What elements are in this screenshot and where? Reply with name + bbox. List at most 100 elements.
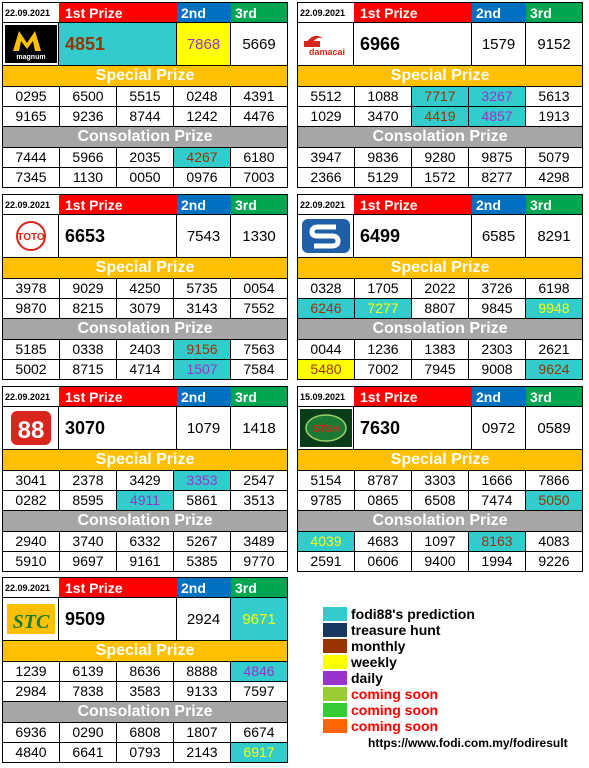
operator-logo: STC [3,598,59,640]
stc-logo: STC [6,604,55,634]
consolation-prize-row: 3947 9836 9280 9875 5079 [298,147,582,167]
special-prize-number: 1242 [174,107,231,126]
consolation-prize-number: 9770 [243,553,275,569]
second-prize-label: 2nd [177,195,231,214]
consolation-prize-number: 7584 [243,361,275,377]
special-prize-number: 0054 [243,280,275,296]
consolation-prize-number: 1236 [355,340,412,359]
consolation-prize-number: 9875 [469,148,526,167]
special-prize-number: 8888 [174,662,231,681]
draw-date: 22.09.2021 [3,578,59,597]
special-prize-number: 7474 [469,491,526,510]
special-prize-number: 3267 [469,87,526,106]
first-prize-label: 1st Prize [59,578,177,597]
consolation-prize-number: 6808 [117,723,174,742]
special-prize-number: 3303 [412,471,469,490]
consolation-prize-number: 6674 [243,724,275,740]
consolation-prize-row: 4840 6641 0793 2143 6917 [3,742,287,762]
special-prize-number: 0248 [174,87,231,106]
consolation-prize-number: 2621 [538,341,570,357]
consolation-prize-band: Consolation Prize [298,318,582,339]
legend-swatch [323,655,347,669]
special-prize-number: 9165 [3,107,60,126]
consolation-prize-number: 5267 [174,532,231,551]
special-prize-number: 2022 [412,279,469,298]
special-prize-number: 3353 [174,471,231,490]
consolation-prize-band: Consolation Prize [3,701,287,722]
special-prize-number: 8595 [60,491,117,510]
top-prizes-row: 88 3070 1079 1418 [3,406,287,449]
consolation-prize-number: 9161 [117,552,174,571]
consolation-prize-number: 0050 [117,168,174,187]
special-prize-number: 0295 [3,87,60,106]
consolation-prize-band: Consolation Prize [3,318,287,339]
legend-item: coming soon [323,686,475,702]
toto-logo: TOTO [15,221,46,251]
top-prizes-row: magnum 4851 7868 5669 [3,22,287,65]
consolation-prize-number: 3489 [243,533,275,549]
consolation-prize-number: 6936 [3,723,60,742]
special-prize-number: 6246 [298,299,355,318]
consolation-prize-row: 2591 0606 9400 1994 9226 [298,551,582,571]
special-prize-row: 5512 1088 7717 3267 5613 [298,86,582,106]
svg-text:88: 88 [17,417,44,444]
consolation-prize-number: 4683 [355,532,412,551]
special-prize-number: 1029 [298,107,355,126]
consolation-prize-number: 0793 [117,743,174,762]
special-prize-number: 6198 [538,280,570,296]
special-prize-number: 1913 [538,108,570,124]
consolation-prize-number: 1130 [60,168,117,187]
consolation-prize-row: 5185 0338 2403 9156 7563 [3,339,287,359]
website-link[interactable]: https://www.fodi.com.my/fodiresult [368,736,568,750]
legend-item: monthly [323,638,475,654]
consolation-prize-number: 5002 [3,360,60,379]
special-prize-number: 1239 [3,662,60,681]
special-prize-number: 8744 [117,107,174,126]
third-prize-number: 8291 [537,227,571,245]
consolation-prize-number: 5480 [298,360,355,379]
special-prize-row: 0282 8595 4911 5861 3513 [3,490,287,510]
consolation-prize-number: 0976 [174,168,231,187]
third-prize-number: 9152 [537,35,571,53]
special-prize-row: 3041 2378 3429 3353 2547 [3,470,287,490]
second-prize-number: 0972 [472,407,526,449]
second-prize-number: 7543 [177,215,231,257]
second-prize-number: 1079 [177,407,231,449]
consolation-prize-number: 4714 [117,360,174,379]
consolation-prize-number: 8277 [469,168,526,187]
legend-item: coming soon [323,702,475,718]
legend-label: coming soon [351,718,439,734]
second-prize-number: 6585 [472,215,526,257]
consolation-prize-number: 9624 [526,360,582,379]
special-prize-row: 5154 8787 3303 1666 7866 [298,470,582,490]
second-prize-label: 2nd [177,387,231,406]
special-prize-number: 9845 [469,299,526,318]
consolation-prize-row: 4039 4683 1097 8163 4083 [298,531,582,551]
consolation-prize-number: 9156 [174,340,231,359]
result-block-sabah: 15.09.2021 1st Prize 2nd 3rd STSH 7630 0972 0… [297,386,583,572]
consolation-prize-number: 4840 [3,743,60,762]
third-prize-label: 3rd [526,387,582,406]
legend-item: fodi88's prediction [323,606,475,622]
top-prizes-row: STSH 7630 0972 0589 [298,406,582,449]
special-prize-number: 9029 [60,279,117,298]
special-prize-number: 9948 [526,299,582,318]
consolation-prize-number: 4039 [298,532,355,551]
special-prize-number: 9785 [298,491,355,510]
second-prize-label: 2nd [472,195,526,214]
special-prize-band: Special Prize [3,449,287,470]
consolation-prize-number: 2303 [469,340,526,359]
special-prize-row: 0295 6500 5515 0248 4391 [3,86,287,106]
special-prize-band: Special Prize [298,449,582,470]
special-prize-number: 3429 [117,471,174,490]
special-prize-number: 3041 [3,471,60,490]
special-prize-number: 5735 [174,279,231,298]
special-prize-number: 5613 [538,88,570,104]
consolation-prize-row: 2940 3740 6332 5267 3489 [3,531,287,551]
svg-text:STSH: STSH [312,424,339,435]
first-prize-label: 1st Prize [59,3,177,22]
consolation-prize-number: 7003 [243,169,275,185]
special-prize-band: Special Prize [3,65,287,86]
block-header: 22.09.2021 1st Prize 2nd 3rd [3,3,287,22]
third-prize-label: 3rd [526,195,582,214]
